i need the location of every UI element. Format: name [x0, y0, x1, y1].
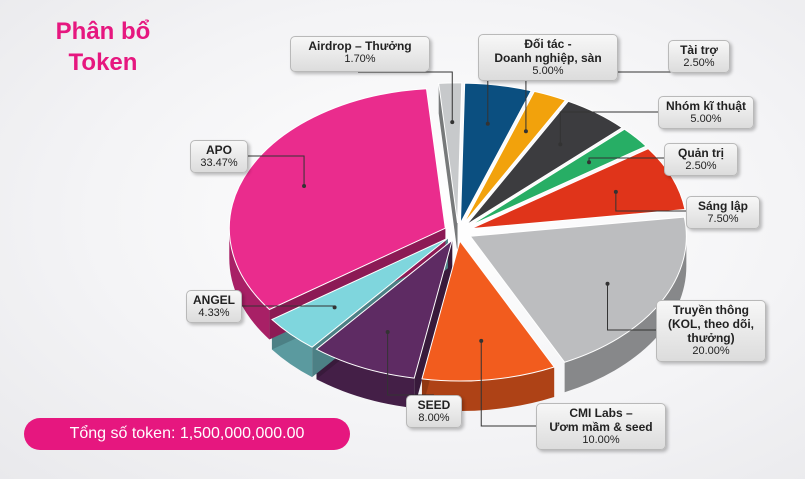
pie-slice [466, 100, 624, 226]
leader-dot [558, 142, 563, 147]
slice-label: APO 33.47% [190, 140, 248, 173]
slice-label: Đối tác - Doanh nghiệp, sàn 5.00% [478, 34, 618, 81]
leader-dot [605, 281, 610, 286]
pie-slice [459, 82, 532, 224]
page-title: Phân bổ Token [55, 18, 151, 76]
slice-label: Quản trị 2.50% [664, 143, 738, 176]
slice-label: Sáng lập 7.50% [686, 196, 760, 229]
leader-dot [479, 338, 484, 343]
leader-dot [613, 189, 618, 194]
leader-line [248, 155, 305, 186]
slice-label-name: Đối tác - Doanh nghiệp, sàn [494, 37, 602, 65]
slice-label-percent: 4.33% [198, 307, 230, 319]
slice-label-percent: 2.50% [685, 160, 717, 172]
leader-dot [587, 160, 592, 165]
pie-slice [271, 237, 449, 348]
leader-dot [385, 329, 390, 334]
pie-slice [468, 128, 647, 227]
slice-label: CMI Labs – Ươm mầm & seed 10.00% [536, 403, 666, 450]
leader-lines [242, 71, 700, 427]
pie-slice-wall [414, 240, 453, 409]
pie-slice [438, 82, 463, 223]
slice-label: Truyền thông (KOL, theo dõi, thưởng) 20.0… [656, 300, 766, 362]
leader-dot [332, 305, 337, 310]
slice-label-percent: 7.50% [707, 213, 739, 225]
leader-line [615, 191, 686, 212]
pie-slice [315, 238, 454, 379]
leader-dot [450, 120, 455, 125]
leader-dot [523, 129, 528, 134]
slice-label-name: Truyền thông (KOL, theo dõi, thưởng) [668, 303, 754, 345]
slice-label-name: Airdrop – Thưởng [308, 39, 412, 53]
pie-slice-side [229, 228, 270, 340]
slice-label-percent: 5.00% [690, 113, 722, 125]
leader-line [607, 283, 656, 331]
slice-label: Tài trợ 2.50% [668, 40, 730, 73]
slice-label-name: CMI Labs – Ươm mầm & seed [549, 406, 653, 434]
leader-dot [302, 183, 307, 188]
pie-slice [470, 148, 686, 230]
slice-label-percent: 33.47% [200, 157, 238, 169]
slice-label: Airdrop – Thưởng 1.70% [290, 36, 430, 72]
slice-label-name: Sáng lập [697, 199, 748, 213]
slice-label-name: APO [205, 143, 232, 157]
slice-label: SEED 8.00% [406, 395, 462, 428]
slice-label-percent: 1.70% [344, 53, 376, 65]
pie-slice [421, 239, 556, 382]
pie-slices [228, 82, 687, 412]
leader-line [358, 71, 453, 123]
total-supply-badge: Tổng số token: 1,500,000,000.00 [24, 418, 350, 450]
slice-label-name: ANGEL [193, 293, 235, 307]
pie-slice-wall [438, 83, 458, 253]
slice-label: ANGEL 4.33% [186, 290, 242, 323]
slice-label-percent: 2.50% [683, 57, 715, 69]
slice-label-percent: 20.00% [692, 345, 730, 357]
slice-label-name: SEED [417, 398, 451, 412]
slice-label-name: Nhóm kĩ thuật [666, 99, 746, 113]
pie-slice [463, 90, 567, 224]
pie-slice-side [316, 349, 415, 409]
slice-label-percent: 5.00% [532, 65, 564, 77]
pie-slice [228, 88, 446, 311]
slice-label: Nhóm kĩ thuật 5.00% [658, 96, 754, 129]
slice-label-name: Quản trị [677, 146, 724, 160]
pie-slice-side [564, 236, 687, 393]
slice-label-percent: 10.00% [582, 434, 620, 446]
slice-label-percent: 8.00% [418, 412, 450, 424]
leader-line [480, 340, 536, 427]
slice-label-name: Tài trợ [680, 43, 718, 57]
leader-dot [485, 121, 490, 126]
leader-line [559, 111, 658, 145]
